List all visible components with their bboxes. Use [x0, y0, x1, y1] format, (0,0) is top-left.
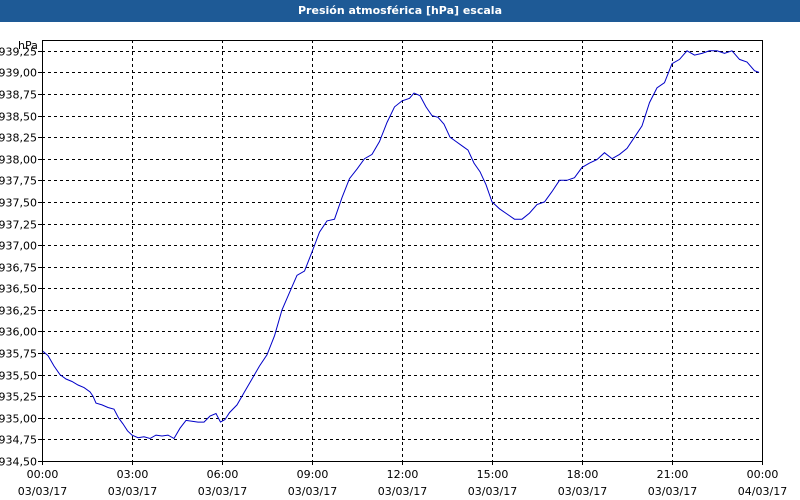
x-tick-date-label: 03/03/17 — [198, 485, 247, 498]
x-tick-time-label: 06:00 — [207, 468, 239, 481]
y-tick-label: 937,75 — [0, 175, 37, 188]
y-tick-label: 937,50 — [0, 197, 37, 210]
y-tick-label: 936,00 — [0, 326, 37, 339]
y-tick-label: 937,00 — [0, 240, 37, 253]
grid-layer — [42, 40, 762, 461]
chart-title: Presión atmosférica [hPa] escala — [0, 0, 800, 22]
y-tick-label: 936,75 — [0, 262, 37, 275]
y-tick-label: 934,50 — [0, 456, 37, 469]
y-tick-label: 936,50 — [0, 283, 37, 296]
y-tick-label: 939,25 — [0, 46, 37, 59]
pressure-line-chart: hPa 934,50 934,75 935,00 935,25 935,50 935,75… — [0, 39, 787, 498]
x-tick-date-label: 03/03/17 — [468, 485, 517, 498]
y-tick-label: 935,50 — [0, 370, 37, 383]
y-tick-label: 939,00 — [0, 67, 37, 80]
chart-area: hPa 934,50 934,75 935,00 935,25 935,50 935,75… — [0, 22, 800, 500]
x-tick-date-label: 03/03/17 — [558, 485, 607, 498]
x-tick-time-label: 18:00 — [567, 468, 599, 481]
y-tick-label: 938,75 — [0, 89, 37, 102]
x-tick-time-label: 03:00 — [117, 468, 149, 481]
x-tick-time-label: 21:00 — [657, 468, 689, 481]
x-tick-date-label: 03/03/17 — [288, 485, 337, 498]
y-tick-label: 935,75 — [0, 348, 37, 361]
x-tick-date-label: 03/03/17 — [108, 485, 157, 498]
y-unit-label: hPa — [18, 39, 38, 52]
axis-layer — [38, 40, 763, 465]
x-tick-time-label: 09:00 — [297, 468, 329, 481]
series-layer — [41, 50, 760, 440]
x-tick-time-label: 00:00 — [27, 468, 59, 481]
y-tick-label: 935,25 — [0, 391, 37, 404]
y-tick-label: 938,50 — [0, 111, 37, 124]
x-tick-date-label: 03/03/17 — [18, 485, 67, 498]
y-tick-label: 936,25 — [0, 305, 37, 318]
x-tick-date-label: 03/03/17 — [378, 485, 427, 498]
x-tick-time-label: 15:00 — [477, 468, 509, 481]
y-tick-labels: 934,50 934,75 935,00 935,25 935,50 935,75 936,… — [0, 46, 37, 469]
y-tick-label: 935,00 — [0, 413, 37, 426]
x-tick-date-label: 04/03/17 — [738, 485, 787, 498]
y-tick-label: 937,25 — [0, 219, 37, 232]
x-tick-labels: 00:00 03/03/17 03:00 03/03/17 06:00 03/03/17 0… — [18, 468, 787, 498]
y-tick-label: 938,25 — [0, 132, 37, 145]
plot-frame — [42, 40, 763, 462]
x-tick-time-label: 00:00 — [747, 468, 779, 481]
x-tick-date-label: 03/03/17 — [648, 485, 697, 498]
y-tick-label: 938,00 — [0, 154, 37, 167]
x-tick-time-label: 12:00 — [387, 468, 419, 481]
pressure-series-line — [41, 50, 760, 440]
y-tick-label: 934,75 — [0, 434, 37, 447]
